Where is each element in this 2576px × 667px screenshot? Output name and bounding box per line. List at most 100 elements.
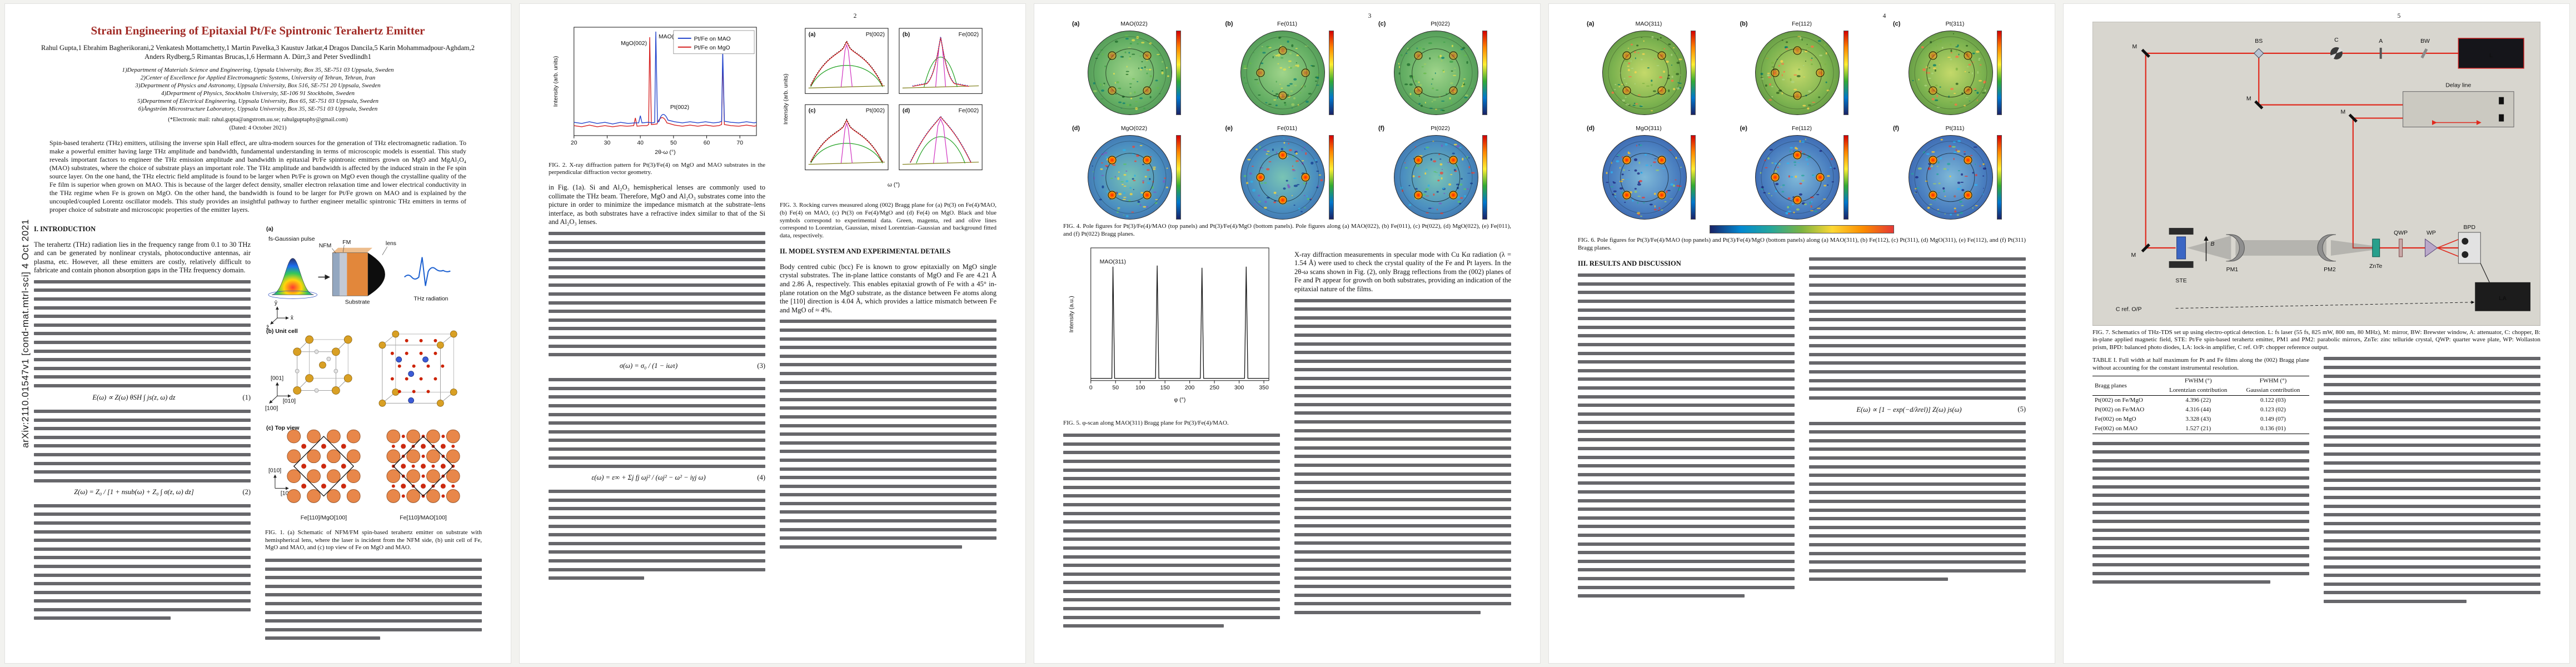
body-text-lines — [1063, 434, 1280, 628]
text-line — [780, 536, 996, 540]
text-line — [780, 354, 996, 358]
text-line — [34, 288, 251, 292]
speckle-dot — [1243, 65, 1247, 68]
text-line — [2324, 521, 2540, 525]
text-line — [1809, 309, 2026, 313]
page-5: 5 — [2063, 3, 2570, 664]
figure-5-phi-scan: MAO(311) 0 50 100 150 200 250 300 350 φ (°) — [1069, 247, 1269, 404]
lattice-fe-mao: Fe[110]/MAO[100] — [386, 429, 460, 521]
body-text-lines — [549, 378, 765, 469]
text-line — [34, 479, 251, 482]
page-2: 2 MgO(002) MAO(004) Pt(002) Fe(002) — [519, 3, 1026, 664]
wollaston-prism-icon — [2425, 238, 2438, 257]
text-line — [549, 257, 765, 261]
axis-label: [010] — [283, 398, 296, 404]
body-text-lines — [2092, 441, 2309, 584]
figure-1: (a) fs-Gaussian pulse NFM — [265, 226, 460, 521]
text-line — [265, 619, 482, 623]
text-line — [2092, 580, 2270, 584]
table-row: Fe(002) on MgO 3.328 (43) 0.149 (07) — [2092, 415, 2309, 424]
speckle-dot — [1320, 179, 1323, 181]
text-line — [2092, 563, 2309, 566]
panel-c-label: (c) Top view — [266, 425, 300, 431]
text-line — [549, 439, 765, 442]
y-axis-label: Intensity (arb. units) — [553, 56, 559, 107]
body-text-lines — [1809, 257, 2026, 400]
panel-letter: (b) — [1740, 21, 1748, 27]
figure-4-pole-figures: (a) MAO(022) (b) Fe(011) — [1034, 21, 1540, 220]
text-line — [1578, 308, 1795, 312]
body-text-lines — [2324, 357, 2540, 604]
figure-6-pole-figures: (a) MAO(311) (b) Fe(112) — [1549, 21, 2055, 220]
speckle-dot — [1973, 146, 1977, 148]
text-line — [780, 363, 996, 367]
y-axis-label: Intensity (a.u.) — [1069, 296, 1075, 332]
equation-number: (2) — [242, 487, 251, 496]
text-line — [1578, 455, 1795, 459]
mirror-label: M — [2341, 109, 2346, 116]
speckle-dot — [1398, 66, 1400, 68]
text-line — [2092, 476, 2309, 480]
speckle-dot — [1440, 109, 1443, 111]
speckle-dot — [1257, 204, 1259, 206]
arxiv-stamp: arXiv:2110.01547v1 [cond-mat.mtrl-sci] 4… — [20, 219, 31, 448]
table-cell: 4.316 (44) — [2185, 406, 2211, 414]
svg-text:60: 60 — [704, 140, 710, 146]
text-line — [34, 564, 251, 568]
text-line — [1809, 326, 2026, 330]
page3-right-column: X-ray diffraction measurements in specul… — [1294, 243, 1511, 633]
speckle-dot — [1243, 77, 1245, 79]
pm2-label: PM2 — [2324, 267, 2336, 273]
text-line — [1063, 555, 1280, 559]
text-line — [2092, 545, 2309, 549]
svg-text:250: 250 — [1209, 385, 1219, 391]
speckle-dot — [1915, 191, 1917, 193]
beam-splitter-icon — [2254, 48, 2264, 59]
text-line — [780, 450, 996, 454]
text-line — [1063, 451, 1280, 455]
pole-figure-plot — [1602, 135, 1687, 220]
text-line — [549, 386, 765, 390]
body-opening-paragraph: X-ray diffraction measurements in specul… — [1294, 250, 1511, 293]
text-line — [1294, 585, 1511, 589]
speckle-dot — [1464, 94, 1468, 97]
text-line — [1809, 439, 2026, 442]
page-number: 2 — [853, 13, 857, 19]
speckle-dot — [1833, 167, 1836, 170]
email-link[interactable]: (*Electronic mail: rahul.gupta@angstrom.… — [168, 117, 348, 123]
text-line — [34, 556, 251, 560]
text-line — [1809, 465, 2026, 469]
text-line — [549, 353, 765, 357]
speckle-dot — [1678, 186, 1681, 189]
text-line — [1578, 534, 1795, 537]
text-line — [2324, 461, 2540, 465]
speckle-dot — [1301, 211, 1303, 212]
equation-3: σ(ω) = σ₀ / (1 − iωτ) (3) — [549, 362, 765, 370]
qwp-label: QWP — [2394, 230, 2408, 236]
axes-triad-a: ŷ x̂ ẑ — [266, 300, 294, 331]
speckle-dot — [1785, 212, 1788, 215]
chopper-icon — [2330, 47, 2343, 59]
bragg-plane-label: Pt(311) — [1945, 21, 1965, 27]
axis-label: [010] — [268, 468, 281, 474]
text-line — [780, 501, 996, 505]
affiliation-line: 1)Department of Materials Science and En… — [122, 67, 394, 73]
speckle-dot — [1606, 74, 1610, 76]
affiliations: 1)Department of Materials Science and En… — [44, 66, 472, 113]
equation-body: E(ω) ∝ Z(ω) θSH ∫ js(z, ω) dz — [92, 394, 176, 401]
text-line — [1578, 464, 1795, 468]
speckle-dot — [1167, 75, 1169, 77]
text-line — [34, 358, 251, 362]
text-line — [1294, 489, 1511, 493]
speckle-dot — [1462, 47, 1466, 49]
speckle-dot — [1305, 100, 1309, 103]
znte-label: ZnTe — [2369, 263, 2382, 270]
speckle-dot — [1650, 110, 1653, 111]
text-line — [34, 297, 251, 301]
text-line — [1063, 520, 1280, 524]
text-line — [2092, 571, 2309, 575]
speckle-dot — [1616, 99, 1618, 101]
figure-3-rocking-curves: (a) Pt(002) (b) Fe(002) — [783, 28, 983, 188]
attenuator-label: A — [2379, 38, 2383, 44]
text-line — [1294, 568, 1511, 571]
